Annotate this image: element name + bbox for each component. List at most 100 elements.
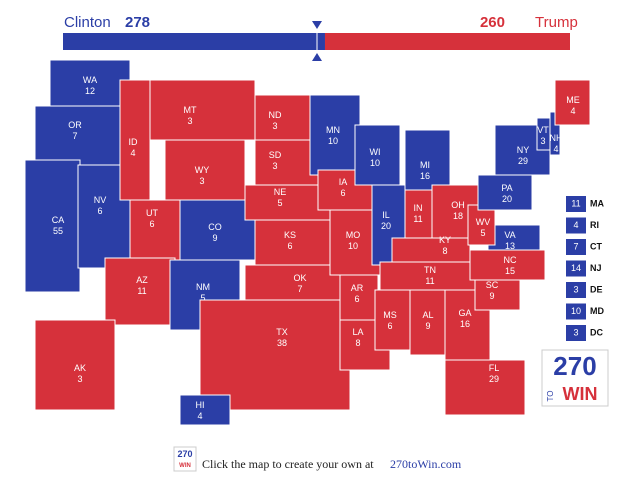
small-state[interactable]	[566, 217, 586, 234]
state-abbr: MT	[184, 105, 197, 115]
state[interactable]	[104, 257, 176, 326]
logo-to: TO	[546, 391, 555, 402]
small-state-ev: 3	[573, 284, 578, 294]
small-state-ev: 14	[571, 263, 581, 273]
state-ev: 55	[53, 226, 63, 236]
small-state-ev: 3	[573, 327, 578, 337]
state[interactable]	[49, 59, 131, 109]
state-abbr: ND	[269, 110, 282, 120]
state[interactable]	[164, 139, 246, 206]
left-votes: 278	[125, 14, 150, 31]
state-ev: 7	[72, 131, 77, 141]
state[interactable]	[487, 224, 541, 251]
state-abbr: IL	[382, 210, 390, 220]
small-state[interactable]	[566, 196, 586, 212]
state-abbr: KY	[439, 235, 451, 245]
state-ev: 20	[381, 221, 391, 231]
state-abbr: NH	[550, 133, 563, 143]
small-state-ev: 4	[573, 220, 578, 230]
state[interactable]	[34, 319, 116, 411]
state[interactable]	[254, 94, 321, 141]
state-ev: 10	[348, 241, 358, 251]
right-name: Trump	[535, 14, 578, 31]
small-state[interactable]	[566, 260, 586, 277]
state-ev: 5	[200, 293, 205, 303]
state[interactable]	[474, 279, 521, 311]
state-abbr: OH	[451, 200, 465, 210]
footer-logo-win: WIN	[179, 463, 191, 469]
state-ev: 7	[297, 284, 302, 294]
state[interactable]	[244, 184, 331, 221]
state-abbr: AK	[74, 363, 86, 373]
state-ev: 4	[130, 148, 135, 158]
state-abbr: HI	[196, 400, 205, 410]
state-abbr: SC	[486, 280, 499, 290]
state-ev: 3	[187, 116, 192, 126]
state-abbr: MI	[420, 160, 430, 170]
state-abbr: TX	[276, 327, 288, 337]
state-abbr: NV	[94, 195, 107, 205]
state[interactable]	[254, 219, 336, 266]
state-abbr: AR	[351, 283, 364, 293]
state-abbr: IN	[414, 203, 423, 213]
state[interactable]	[354, 124, 401, 186]
state-abbr: WV	[476, 217, 491, 227]
state[interactable]	[469, 249, 546, 281]
state-ev: 29	[489, 374, 499, 384]
state-ev: 9	[425, 321, 430, 331]
map[interactable]: WA12OR7CA55NV6ID4MT3WY3UT6AZ11CO9NM5ND3S…	[24, 59, 604, 426]
state-ev: 18	[453, 211, 463, 221]
state[interactable]	[374, 289, 411, 351]
state-ev: 9	[212, 233, 217, 243]
state-ev: 16	[420, 171, 430, 181]
state-abbr: NY	[517, 145, 530, 155]
state-abbr: OR	[68, 120, 82, 130]
state-ev: 20	[502, 194, 512, 204]
state-abbr: SD	[269, 150, 282, 160]
state[interactable]	[149, 79, 256, 141]
state[interactable]	[409, 289, 446, 356]
state-abbr: FL	[489, 363, 500, 373]
state-ev: 6	[97, 206, 102, 216]
state[interactable]	[244, 264, 346, 301]
small-state-abbr: CT	[590, 241, 602, 251]
state[interactable]	[309, 94, 361, 176]
state-abbr: NC	[504, 255, 517, 265]
state-ev: 4	[553, 144, 558, 154]
state[interactable]	[179, 394, 231, 426]
state-ev: 6	[149, 219, 154, 229]
state-abbr: WY	[195, 165, 210, 175]
state-ev: 29	[518, 156, 528, 166]
state-ev: 3	[540, 136, 545, 146]
state[interactable]	[34, 105, 121, 166]
state[interactable]	[24, 159, 81, 293]
small-state[interactable]	[566, 325, 586, 341]
small-state-abbr: NJ	[590, 263, 602, 273]
left-name: Clinton	[64, 14, 111, 31]
small-state-abbr: DC	[590, 327, 603, 337]
state-abbr: WA	[83, 75, 97, 85]
small-state-abbr: RI	[590, 220, 599, 230]
small-state-ev: 11	[571, 198, 580, 208]
state-ev: 11	[425, 276, 434, 286]
state[interactable]	[554, 79, 591, 126]
state[interactable]	[467, 204, 496, 246]
state-abbr: LA	[352, 327, 363, 337]
state-ev: 3	[272, 121, 277, 131]
small-state-abbr: MD	[590, 306, 604, 316]
state-ev: 10	[370, 158, 380, 168]
footer-link[interactable]: 270toWin.com	[390, 457, 462, 471]
state-abbr: OK	[293, 273, 306, 283]
state[interactable]	[199, 299, 351, 411]
footer-logo[interactable]	[173, 446, 197, 472]
small-state[interactable]	[566, 303, 586, 320]
state[interactable]	[477, 174, 533, 211]
state-abbr: NM	[196, 282, 210, 292]
state[interactable]	[444, 359, 526, 416]
logo-box	[541, 349, 609, 407]
bar-right	[324, 33, 570, 50]
small-state[interactable]	[566, 282, 586, 298]
state[interactable]	[391, 237, 471, 266]
small-state[interactable]	[566, 239, 586, 255]
